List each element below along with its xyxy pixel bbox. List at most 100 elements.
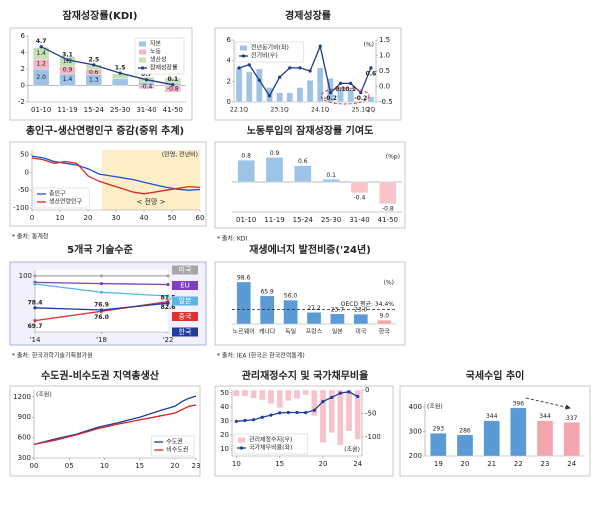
forecast-label: < 전망 > (136, 197, 165, 206)
chart-panel: 수도권-비수도권 지역총생산 300 600 900 1200 00 05 10 15 20 23 (… (9, 369, 201, 477)
bar (256, 68, 263, 103)
bar (354, 389, 361, 440)
line-marker (338, 391, 342, 395)
x-tick-label: 24 (567, 460, 576, 468)
x-tick-label: 60 (196, 214, 205, 222)
y-tick-label: 2 (227, 77, 231, 85)
legend-label: 생산성 (150, 56, 167, 64)
bar (563, 422, 580, 457)
legend-marker (140, 66, 145, 70)
data-label: 76.9 (94, 302, 109, 309)
x-tick-label: 20 (170, 462, 179, 470)
unit-label: (%) (384, 280, 394, 287)
y-tick-label: -2 (18, 98, 25, 106)
x-tick-label: 캐나다 (259, 328, 276, 336)
legend-swatch (172, 265, 198, 275)
line-marker (33, 306, 37, 310)
line (238, 44, 372, 98)
y-tick-label: 900 (18, 413, 31, 421)
x-tick-label: 19 (434, 460, 443, 468)
chart-title: 경제성장률 (285, 9, 331, 22)
line-marker (237, 66, 241, 70)
bar (294, 165, 312, 183)
line-marker (33, 282, 37, 286)
unit-label: (조원) (427, 403, 443, 411)
x-tick-label: 01-10 (236, 216, 256, 224)
bar (164, 77, 181, 84)
legend-label: EU (180, 282, 190, 290)
line-marker (166, 294, 170, 298)
bar (265, 157, 284, 183)
x-tick-label: '18 (96, 336, 107, 344)
line (40, 46, 173, 86)
legend-swatch (139, 41, 146, 47)
bar (293, 389, 301, 399)
unit-label: (%p) (386, 154, 400, 161)
data-label: 344 (539, 413, 551, 420)
data-label: 23.7 (331, 306, 345, 313)
chart-title: 노동투입의 잠재성장률 기여도 (247, 124, 374, 137)
line-marker (347, 390, 351, 394)
bar (296, 87, 304, 103)
bar (456, 434, 474, 457)
line-marker (369, 66, 373, 70)
bar (337, 389, 344, 446)
bar (536, 420, 554, 457)
data-label: -0.8 (382, 205, 394, 212)
x-tick-label: 30 (112, 214, 121, 222)
data-label: 1.3 (89, 77, 99, 84)
line-marker (118, 71, 122, 75)
y-tick-label: -50 (18, 186, 29, 194)
line-marker (33, 319, 37, 323)
y-tick-label: 1200 (13, 393, 31, 401)
data-label: 65.9 (260, 288, 274, 295)
x-tick-label: 40 (140, 214, 149, 222)
data-label: 81.5 (161, 295, 176, 302)
y-tick-label: 200 (409, 452, 422, 460)
x-tick-label: '22 (163, 336, 174, 344)
legend-swatch (240, 45, 247, 51)
line-marker (92, 63, 96, 67)
legend-label: 전기비(우) (251, 52, 278, 60)
data-label: 78.4 (28, 299, 43, 306)
legend-swatch (172, 296, 198, 306)
data-label: 0.6 (366, 70, 377, 77)
bar (345, 389, 353, 432)
y-tick-label: 40 (220, 403, 229, 411)
data-label: -0.4 (141, 84, 153, 91)
legend-swatch (172, 281, 198, 290)
chart-panel: 재생에너지 발전비중('24년) * 출처: IEA (한국은 한국전력통계) 노르… (214, 243, 406, 360)
data-label: 1.4 (63, 76, 73, 83)
chart-title: 총인구-생산연령인구 증감(중위 추계) (26, 124, 184, 137)
legend-swatch (172, 327, 198, 337)
y-tick-label: 0 (25, 168, 29, 176)
panel-frame (9, 385, 201, 477)
x-tick-label: 노르웨이 (233, 328, 255, 336)
line-marker (321, 399, 325, 404)
data-label: 98.6 (237, 275, 251, 282)
x-tick-label: 11-19 (57, 106, 77, 114)
data-label: 2.0 (36, 74, 46, 81)
bar (306, 312, 322, 325)
legend-swatch (172, 312, 198, 321)
x-tick-label: 23 (192, 462, 201, 470)
y-tick-label: 2 (21, 65, 25, 73)
data-label: -0.2 (324, 95, 337, 102)
y-tick-label: 0 (227, 98, 231, 106)
legend-label: 노동 (150, 49, 162, 56)
line-marker (171, 83, 175, 87)
y-tick-label: 20 (220, 431, 229, 439)
line-marker (288, 66, 292, 70)
y-tick-label: 100 (19, 272, 32, 280)
y-tick-label: 30 (220, 417, 229, 425)
bar (286, 92, 293, 103)
data-label: 0.1 (326, 172, 336, 179)
bar (302, 389, 309, 396)
chart-panel: 5개국 기술수준 * 출처: 한국과학기술기획평가원 100 '14 '18 '22 69.… (9, 243, 207, 360)
source-note: * 출처: KDI (217, 235, 247, 243)
x-tick-label: 프랑스 (306, 329, 323, 336)
data-label: 3.1 (62, 51, 73, 58)
legend-label: 비수도권 (166, 446, 188, 454)
legend-swatch (139, 49, 146, 55)
chart-panel: 잠재성장률(KDI) -2 0 2 4 6 01-10 11-19 15-24 25-30 31-4… (9, 9, 193, 121)
